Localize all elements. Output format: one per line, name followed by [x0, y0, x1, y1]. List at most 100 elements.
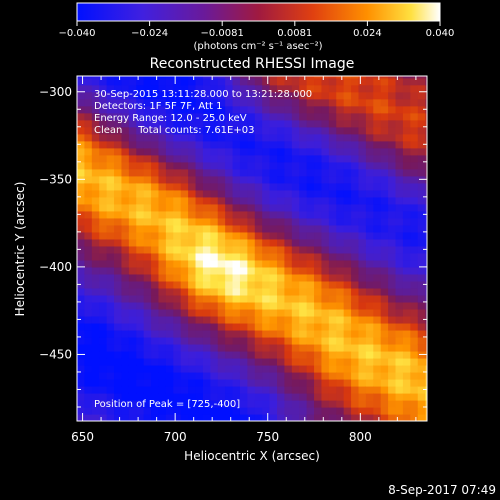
heatmap-cell [136, 161, 145, 170]
heatmap-cell [91, 175, 100, 184]
heatmap-cell [158, 238, 167, 247]
heatmap-cell [77, 252, 86, 261]
heatmap-cell [388, 364, 397, 373]
heatmap-cell [239, 154, 248, 163]
heatmap-cell [247, 238, 256, 247]
heatmap-cell [254, 350, 263, 359]
colorbar-tick-label: 0.024 [353, 28, 382, 39]
heatmap-cell [402, 294, 411, 303]
heatmap-cell [328, 91, 337, 100]
heatmap-cell [114, 336, 123, 345]
heatmap-cell [77, 133, 78, 142]
heatmap-cell [136, 77, 145, 86]
heatmap-cell [380, 364, 389, 373]
heatmap-cell [158, 392, 167, 401]
heatmap-cell [351, 203, 360, 212]
peak-position-label: Position of Peak = [725,-400] [94, 399, 240, 410]
heatmap-cell [277, 203, 286, 212]
heatmap-cell [210, 133, 219, 142]
heatmap-cell [84, 308, 93, 317]
heatmap-cell [269, 210, 278, 219]
heatmap-cell [306, 196, 315, 205]
heatmap-cell [151, 329, 160, 338]
heatmap-cell [306, 350, 315, 359]
heatmap-cell [217, 210, 226, 219]
heatmap-cell [328, 217, 337, 226]
heatmap-cell [106, 329, 115, 338]
heatmap-cell [239, 112, 248, 121]
heatmap-cell [210, 119, 219, 128]
heatmap-cell [269, 168, 278, 177]
heatmap-cell [106, 406, 115, 415]
heatmap-cell [254, 98, 263, 107]
heatmap-cell [269, 371, 278, 380]
heatmap-cell [165, 385, 174, 394]
heatmap-cell [380, 161, 389, 170]
heatmap-cell [358, 133, 367, 142]
heatmap-cell [195, 217, 204, 226]
heatmap-cell [351, 406, 360, 415]
heatmap-cell [247, 308, 256, 317]
heatmap-cell [328, 147, 337, 156]
heatmap-cell [284, 392, 293, 401]
heatmap-cell [210, 76, 219, 79]
heatmap-cell [202, 231, 211, 240]
heatmap-cell [136, 371, 145, 380]
heatmap-cell [91, 266, 100, 275]
heatmap-cell [321, 203, 330, 212]
heatmap-cell [262, 392, 271, 401]
heatmap-cell [239, 357, 248, 366]
heatmap-cell [210, 252, 219, 261]
colorbar-tick-label: 0.0081 [277, 28, 312, 39]
heatmap-cell [136, 147, 145, 156]
heatmap-cell [328, 140, 337, 149]
heatmap-cell [291, 140, 300, 149]
heatmap-cell [351, 76, 360, 79]
heatmap-cell [417, 140, 426, 149]
heatmap-cell [291, 252, 300, 261]
heatmap-cell [84, 224, 93, 233]
heatmap-cell [173, 182, 182, 191]
heatmap-cell [299, 308, 308, 317]
heatmap-cell [121, 105, 130, 114]
heatmap-cell [410, 224, 419, 233]
heatmap-cell [232, 287, 241, 296]
heatmap-cell [284, 140, 293, 149]
heatmap-cell [425, 217, 427, 226]
heatmap-cell [225, 91, 234, 100]
heatmap-cell [291, 343, 300, 352]
heatmap-cell [225, 252, 234, 261]
heatmap-cell [143, 126, 152, 135]
heatmap-cell [254, 154, 263, 163]
heatmap-cell [358, 203, 367, 212]
heatmap-cell [151, 343, 160, 352]
heatmap-cell [395, 175, 404, 184]
heatmap-cell [180, 385, 189, 394]
heatmap-cell [433, 267, 441, 275]
heatmap-cell [121, 112, 130, 121]
heatmap-cell [306, 273, 315, 282]
heatmap-cell [217, 329, 226, 338]
heatmap-cell [358, 76, 367, 79]
heatmap-cell [188, 308, 197, 317]
heatmap-cell [210, 364, 219, 373]
heatmap-cell [277, 301, 286, 310]
heatmap-cell [77, 357, 86, 366]
heatmap-cell [291, 119, 300, 128]
heatmap-cell [114, 105, 123, 114]
heatmap-cell [217, 76, 226, 79]
heatmap-cell [106, 161, 115, 170]
heatmap-cell [121, 161, 130, 170]
heatmap-cell [84, 421, 92, 429]
heatmap-cell [395, 161, 404, 170]
heatmap-cell [351, 371, 360, 380]
heatmap-cell [121, 76, 130, 79]
heatmap-cell [195, 294, 204, 303]
heatmap-cell [239, 189, 248, 198]
heatmap-cell [77, 224, 86, 233]
heatmap-cell [291, 91, 300, 100]
heatmap-cell [365, 126, 374, 135]
heatmap-cell [306, 224, 315, 233]
heatmap-cell [380, 273, 389, 282]
heatmap-cell [351, 413, 360, 421]
